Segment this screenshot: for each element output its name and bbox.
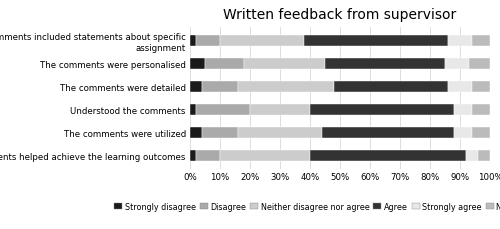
Bar (190, 36, 196, 46)
Bar (322, 128, 454, 138)
Bar (238, 82, 334, 92)
Bar (190, 151, 196, 161)
Bar (325, 59, 445, 69)
Bar (190, 59, 205, 69)
Bar (445, 59, 469, 69)
Bar (472, 82, 490, 92)
Bar (196, 105, 250, 115)
Bar (472, 36, 490, 46)
Bar (220, 151, 310, 161)
Bar (202, 128, 238, 138)
Title: Written feedback from supervisor: Written feedback from supervisor (224, 8, 456, 22)
Bar (190, 128, 202, 138)
Bar (238, 128, 322, 138)
Bar (454, 105, 472, 115)
Bar (220, 36, 304, 46)
Bar (448, 36, 472, 46)
Bar (250, 105, 310, 115)
Bar (190, 105, 196, 115)
Bar (310, 105, 454, 115)
Bar (190, 82, 202, 92)
Bar (478, 151, 490, 161)
Bar (334, 82, 448, 92)
Bar (202, 82, 238, 92)
Bar (466, 151, 478, 161)
Bar (304, 36, 448, 46)
Bar (205, 59, 244, 69)
Bar (310, 151, 466, 161)
Bar (454, 128, 472, 138)
Bar (196, 36, 220, 46)
Bar (448, 82, 472, 92)
Legend: Strongly disagree, Disagree, Neither disagree nor agree, Agree, Strongly agree, : Strongly disagree, Disagree, Neither dis… (111, 199, 500, 214)
Bar (472, 105, 490, 115)
Bar (469, 59, 490, 69)
Bar (196, 151, 220, 161)
Bar (244, 59, 325, 69)
Bar (472, 128, 490, 138)
